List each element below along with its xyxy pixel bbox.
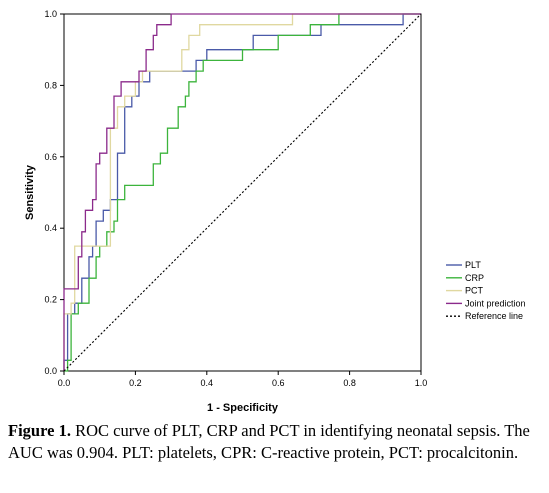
x-axis-title: 1 - Specificity (207, 402, 279, 414)
y-tick-label: 0.8 (44, 80, 57, 90)
legend-label: Joint prediction (465, 298, 526, 308)
caption-label: Figure 1. (8, 421, 71, 440)
legend-label: PCT (465, 286, 484, 296)
y-tick-label: 0.6 (44, 152, 57, 162)
axis-ticks: 0.0 0.2 0.4 0.6 0.8 1.0 0.0 0.2 0.4 0.6 0.8 1.0 (44, 9, 427, 388)
series-group (63, 13, 422, 372)
legend-label: Reference line (465, 311, 523, 321)
series-line-reference-line (63, 13, 422, 372)
y-axis-title: Sensitivity (24, 164, 36, 220)
legend-label: PLT (465, 260, 481, 270)
legend: PLT CRP PCT Joint prediction Reference line (446, 260, 526, 321)
x-tick-label: 0.4 (201, 378, 214, 388)
caption-text: ROC curve of PLT, CRP and PCT in identif… (8, 421, 530, 462)
x-tick-label: 0.2 (129, 378, 142, 388)
legend-label: CRP (465, 273, 484, 283)
x-tick-label: 0.0 (58, 378, 71, 388)
x-tick-label: 0.8 (343, 378, 356, 388)
y-tick-label: 0.2 (44, 295, 57, 305)
x-tick-label: 0.6 (272, 378, 285, 388)
series-line-joint-prediction (63, 13, 421, 371)
series-line-pct (63, 13, 421, 371)
roc-chart: 0.0 0.2 0.4 0.6 0.8 1.0 0.0 0.2 0.4 0.6 0.8 1.0 1 -… (24, 9, 526, 414)
figure-caption: Figure 1. ROC curve of PLT, CRP and PCT … (8, 420, 546, 464)
y-tick-label: 1.0 (44, 9, 57, 19)
series-line-crp (64, 13, 421, 372)
x-tick-label: 1.0 (415, 378, 428, 388)
series-line-plt (63, 13, 421, 371)
y-tick-label: 0.0 (44, 366, 57, 376)
y-tick-label: 0.4 (44, 223, 57, 233)
